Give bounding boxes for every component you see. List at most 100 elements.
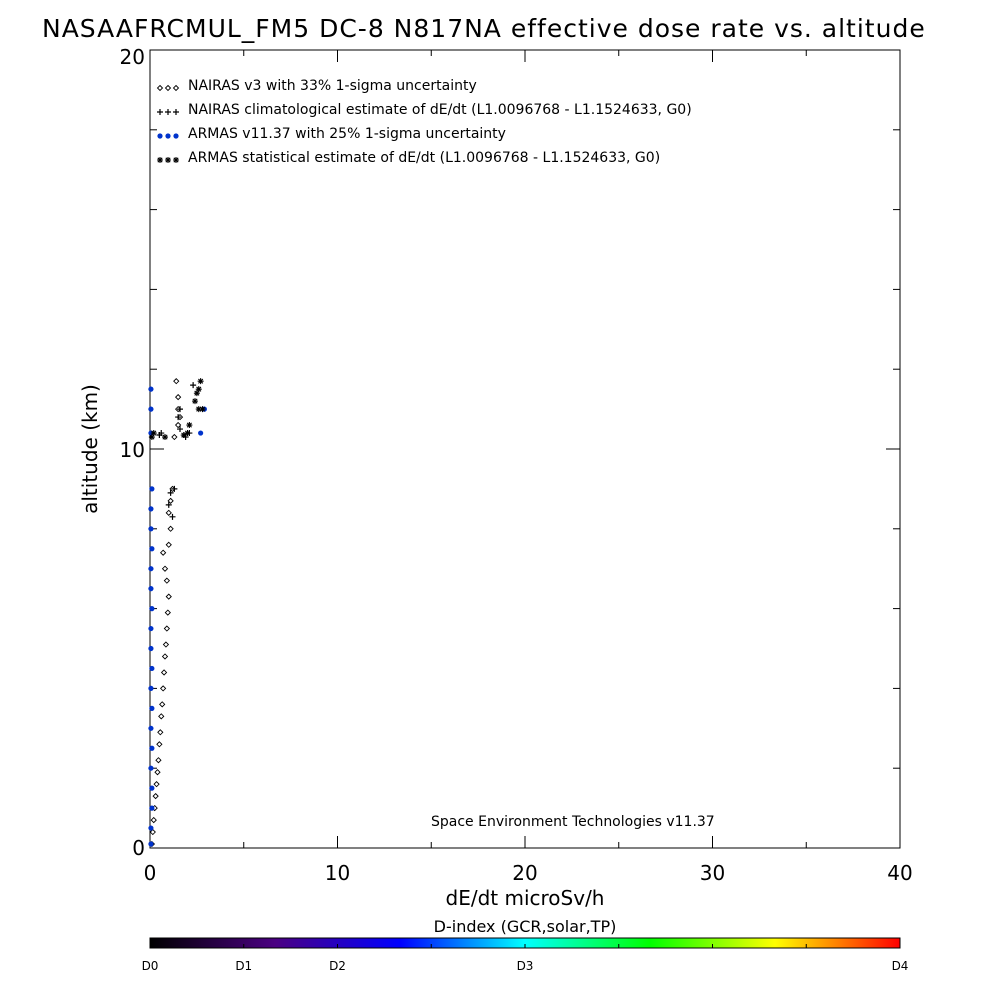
legend-marker — [165, 133, 171, 139]
data-point — [148, 406, 154, 412]
plot-frame — [149, 49, 901, 849]
data-point — [160, 669, 168, 676]
data-point — [169, 513, 176, 520]
data-point — [162, 641, 170, 648]
data-points — [148, 378, 207, 848]
data-point — [167, 497, 174, 505]
legend-entry-label: NAIRAS v3 with 33% 1-sigma uncertainty — [188, 78, 477, 94]
legend-marker — [164, 84, 172, 92]
data-point — [177, 406, 183, 413]
data-point — [186, 422, 193, 429]
data-point — [150, 816, 157, 824]
legend-marker — [157, 157, 163, 163]
data-point — [149, 805, 155, 811]
data-point — [149, 546, 155, 552]
data-point — [158, 713, 165, 720]
data-point — [167, 525, 174, 532]
colorbar-label: D-index (GCR,solar,TP) — [434, 917, 617, 936]
data-point — [148, 586, 154, 592]
data-point — [180, 432, 187, 439]
legend-marker — [165, 109, 171, 115]
data-point — [149, 665, 155, 672]
data-point — [158, 430, 165, 437]
data-point — [162, 434, 168, 441]
data-point — [165, 593, 172, 600]
data-point — [164, 609, 171, 616]
data-point — [171, 433, 178, 441]
data-point — [149, 486, 155, 492]
data-point — [154, 769, 161, 776]
data-point — [197, 378, 204, 385]
data-point — [193, 390, 200, 397]
x-axis-label: dE/dt microSv/h — [446, 886, 605, 910]
colorbar-tick-label: D0 — [142, 959, 159, 973]
data-point — [149, 828, 156, 836]
chart-title: NASAAFRCMUL_FM5 DC-8 N817NA effective do… — [42, 14, 926, 43]
legend-marker — [157, 133, 163, 139]
data-point — [165, 501, 172, 508]
data-point — [148, 434, 155, 441]
colorbar-tick-label: D4 — [892, 959, 909, 973]
data-point — [192, 398, 198, 405]
data-point — [149, 606, 155, 612]
legend-marker — [156, 84, 164, 92]
data-point — [153, 781, 160, 788]
data-point — [184, 430, 191, 437]
data-point — [148, 506, 154, 512]
data-point — [163, 625, 171, 632]
data-point — [175, 414, 182, 421]
data-point — [148, 386, 154, 392]
x-axis — [149, 50, 901, 848]
x-tick-label: 20 — [512, 861, 537, 885]
data-point — [171, 485, 178, 492]
data-point — [167, 489, 174, 496]
data-point — [148, 765, 154, 771]
data-point — [148, 825, 154, 831]
data-point — [161, 653, 169, 660]
data-point — [190, 382, 197, 389]
credit-label: Space Environment Technologies v11.37 — [431, 814, 715, 830]
data-point — [155, 757, 162, 764]
data-point — [165, 509, 172, 516]
x-tick-label: 30 — [700, 861, 725, 885]
data-point — [198, 430, 204, 436]
data-point — [148, 841, 154, 847]
data-point — [161, 565, 169, 572]
legend-entry-label: ARMAS statistical estimate of dE/dt (L1.… — [188, 150, 660, 166]
x-tick-label: 10 — [325, 861, 350, 885]
data-point — [150, 430, 157, 437]
data-point — [149, 705, 155, 711]
y-tick-label: 20 — [120, 45, 145, 69]
y-tick-label: 10 — [120, 438, 145, 462]
data-point — [163, 577, 171, 584]
data-point — [159, 701, 166, 708]
legend-marker — [165, 157, 171, 163]
colorbar-tick-label: D1 — [235, 959, 252, 973]
data-point — [159, 685, 167, 692]
data-point — [157, 729, 164, 736]
legend-entry-label: ARMAS v11.37 with 25% 1-sigma uncertaint… — [188, 126, 506, 142]
legend-marker — [173, 133, 179, 139]
y-tick-label: 0 — [132, 836, 145, 860]
data-point — [174, 421, 182, 429]
colorbar-tick-label: D3 — [517, 959, 534, 973]
y-axis — [150, 49, 900, 849]
data-point — [148, 566, 154, 572]
colorbar-tick-label: D2 — [329, 959, 346, 973]
x-tick-label: 40 — [887, 861, 912, 885]
data-point — [199, 406, 206, 413]
legend-marker — [157, 109, 163, 115]
data-point — [159, 549, 167, 556]
data-point — [148, 526, 154, 532]
data-point — [148, 685, 154, 692]
legend-marker — [173, 109, 179, 115]
data-point — [165, 541, 172, 548]
y-axis-label: altitude (km) — [78, 384, 102, 514]
data-point — [195, 406, 202, 413]
data-point — [149, 785, 155, 791]
data-point — [148, 625, 154, 632]
data-point — [156, 741, 163, 748]
data-point — [195, 386, 202, 393]
data-point — [148, 725, 154, 731]
